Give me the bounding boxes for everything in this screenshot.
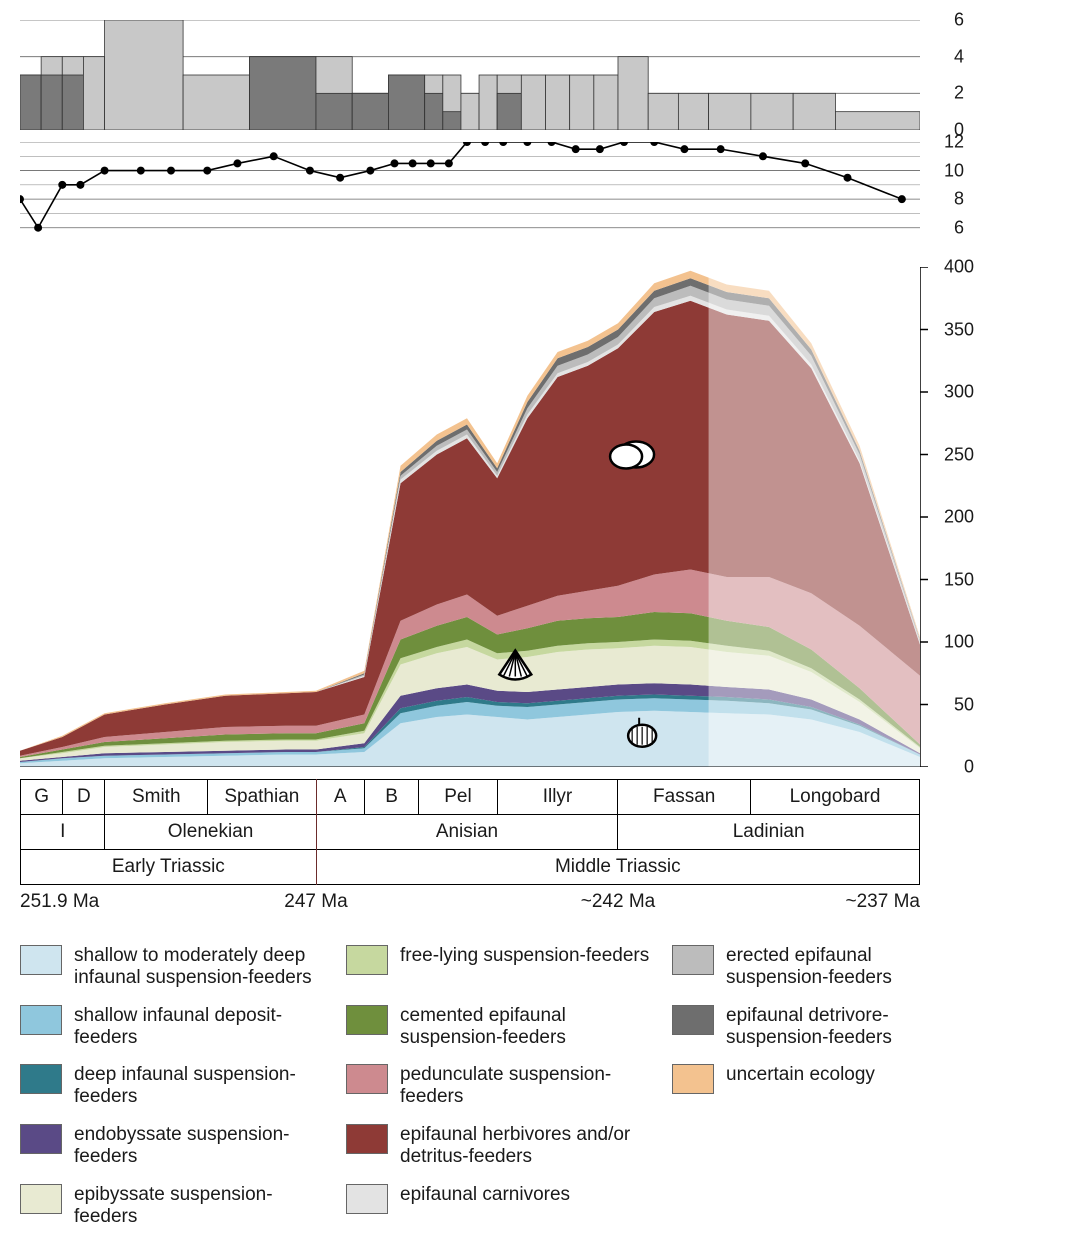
figure: 0246 681012 050100150200250300350400 GDS… (20, 20, 1064, 1227)
timescale: GDSmithSpathianABPelIllyrFassanLongobard… (20, 779, 920, 885)
legend-label: shallow to moderately deep infaunal susp… (74, 945, 324, 989)
legend-label: endobyssate suspension-feeders (74, 1124, 324, 1168)
legend-item: shallow infaunal deposit-feeders (20, 1005, 328, 1049)
legend-item: endobyssate suspension-feeders (20, 1124, 328, 1168)
timescale-cell: Anisian (317, 815, 619, 850)
ytick: 400 (944, 257, 974, 278)
timescale-cell: Olenekian (105, 815, 316, 850)
ytick: 2 (954, 83, 964, 104)
legend-item: epifaunal herbivores and/or detritus-fee… (346, 1124, 654, 1168)
ytick: 200 (944, 507, 974, 528)
age-label: ~237 Ma (846, 891, 920, 913)
guilds-chart: 681012 (20, 142, 920, 242)
ytick: 100 (944, 632, 974, 653)
legend-label: free-lying suspension-feeders (400, 945, 649, 967)
legend-label: shallow infaunal deposit-feeders (74, 1005, 324, 1049)
legend-item: epifaunal detrivore-suspension-feeders (672, 1005, 980, 1049)
bivalve-icon (610, 442, 654, 469)
ytick: 50 (954, 694, 974, 715)
legend-swatch (346, 945, 388, 975)
timescale-cell: I (21, 815, 105, 850)
legend-label: erected epifaunal suspension-feeders (726, 945, 976, 989)
legend-item: cemented epifaunal suspension-feeders (346, 1005, 654, 1049)
legend-swatch (672, 1005, 714, 1035)
age-label: 247 Ma (284, 891, 347, 913)
legend-item: epifaunal carnivores (346, 1184, 654, 1228)
age-labels: 251.9 Ma 247 Ma ~242 Ma ~237 Ma (20, 885, 920, 915)
ytick: 300 (944, 382, 974, 403)
timescale-cell: A (317, 779, 365, 815)
ytick: 4 (954, 46, 964, 67)
legend-label: epibyssate suspension-feeders (74, 1184, 324, 1228)
legend-swatch (346, 1184, 388, 1214)
ytick: 250 (944, 444, 974, 465)
timescale-cell: Fassan (618, 779, 751, 815)
ytick: 0 (964, 757, 974, 778)
ytick: 12 (944, 132, 964, 153)
timescale-cell: Middle Triassic (317, 850, 920, 885)
legend-swatch (20, 1005, 62, 1035)
ytick: 8 (954, 189, 964, 210)
legend-item: pedunculate suspension-feeders (346, 1064, 654, 1108)
timescale-cell: Ladinian (618, 815, 920, 850)
legend-item: uncertain ecology (672, 1064, 980, 1108)
legend-label: deep infaunal suspension-feeders (74, 1064, 324, 1108)
legend-swatch (20, 945, 62, 975)
legend-item: deep infaunal suspension-feeders (20, 1064, 328, 1108)
timescale-cell: G (21, 779, 63, 815)
ytick: 6 (954, 217, 964, 238)
legend-label: epifaunal detrivore-suspension-feeders (726, 1005, 976, 1049)
legend-swatch (20, 1124, 62, 1154)
legend-item: shallow to moderately deep infaunal susp… (20, 945, 328, 989)
legend-swatch (346, 1124, 388, 1154)
legend-label: uncertain ecology (726, 1064, 875, 1086)
ytick: 150 (944, 569, 974, 590)
legend-swatch (20, 1184, 62, 1214)
legend-swatch (346, 1005, 388, 1035)
timescale-row-epoch: Early TriassicMiddle Triassic (20, 850, 920, 885)
legend-label: cemented epifaunal suspension-feeders (400, 1005, 650, 1049)
panel-species: 050100150200250300350400 (20, 267, 1064, 767)
legend-item: erected epifaunal suspension-feeders (672, 945, 980, 989)
timescale-cell: Smith (105, 779, 208, 815)
legend-label: pedunculate suspension-feeders (400, 1064, 650, 1108)
timescale-cell: Illyr (498, 779, 619, 815)
timescale-cell: B (365, 779, 419, 815)
timescale-row-substage: GDSmithSpathianABPelIllyrFassanLongobard (20, 779, 920, 815)
legend-label: epifaunal herbivores and/or detritus-fee… (400, 1124, 650, 1168)
legend-swatch (346, 1064, 388, 1094)
panel-formations: 0246 (20, 20, 1064, 130)
panel-guilds: 681012 (20, 142, 1064, 242)
timescale-cell: Pel (419, 779, 497, 815)
legend-swatch (20, 1064, 62, 1094)
timescale-cell: Early Triassic (21, 850, 317, 885)
ytick: 350 (944, 319, 974, 340)
legend-label: epifaunal carnivores (400, 1184, 570, 1206)
legend: shallow to moderately deep infaunal susp… (20, 945, 980, 1227)
age-label: 251.9 Ma (20, 891, 99, 913)
ytick: 10 (944, 160, 964, 181)
timescale-row-stage: IOlenekianAnisianLadinian (20, 815, 920, 850)
species-chart: 050100150200250300350400 (20, 267, 920, 767)
timescale-cell: Spathian (208, 779, 317, 815)
legend-item: free-lying suspension-feeders (346, 945, 654, 989)
timescale-cell: Longobard (751, 779, 920, 815)
legend-swatch (672, 1064, 714, 1094)
age-label: ~242 Ma (581, 891, 655, 913)
formations-chart: 0246 (20, 20, 920, 130)
ytick: 6 (954, 10, 964, 31)
timescale-cell: D (63, 779, 105, 815)
legend-item: epibyssate suspension-feeders (20, 1184, 328, 1228)
legend-swatch (672, 945, 714, 975)
